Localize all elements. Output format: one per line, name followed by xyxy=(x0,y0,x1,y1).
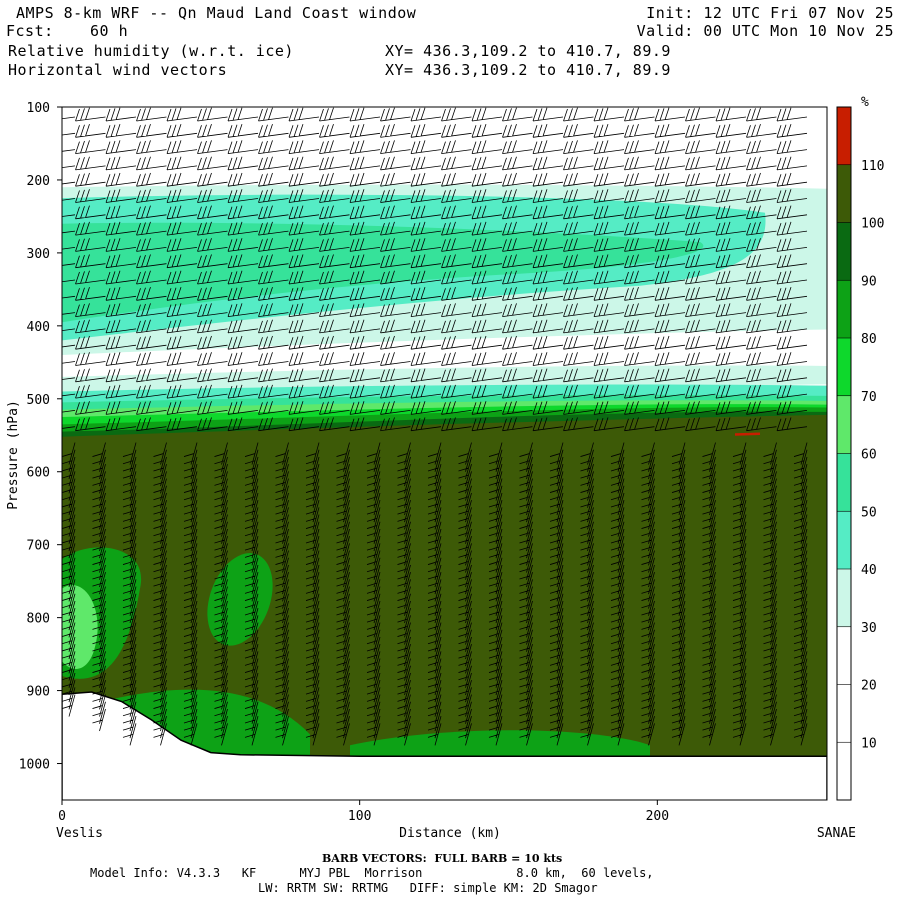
y-axis-label: Pressure (hPa) xyxy=(6,400,21,510)
colorbar-swatch xyxy=(837,684,851,743)
colorbar-swatch xyxy=(837,453,851,512)
model-info: Model Info: V4.3.3 KF MYJ PBL Morrison 8… xyxy=(90,866,654,880)
y-tick-label: 300 xyxy=(27,247,50,262)
x-tick-label: 100 xyxy=(348,809,371,824)
colorbar-swatch xyxy=(837,107,851,165)
y-tick-label: 500 xyxy=(27,393,50,408)
rh-blob-low-5 xyxy=(350,730,650,760)
x-tick-label: 200 xyxy=(646,809,669,824)
header-fcst-label: Fcst: xyxy=(6,22,54,40)
colorbar-tick-label: 60 xyxy=(861,448,877,463)
end-location-label: SANAE xyxy=(817,826,856,841)
colorbar-swatch xyxy=(837,338,851,396)
header-init: Init: 12 UTC Fri 07 Nov 25 xyxy=(646,4,894,22)
start-location-label: Veslis xyxy=(56,826,103,841)
colorbar-tick-label: 70 xyxy=(861,390,877,405)
colorbar-tick-label: 80 xyxy=(861,332,877,347)
colorbar-tick-label: 20 xyxy=(861,679,877,694)
y-tick-label: 700 xyxy=(27,539,50,554)
colorbar-swatch xyxy=(837,569,851,627)
y-tick-label: 1000 xyxy=(19,758,50,773)
colorbar-swatch xyxy=(837,626,851,685)
y-tick-label: 200 xyxy=(27,174,50,189)
physics-info: LW: RRTM SW: RRTMG DIFF: simple KM: 2D S… xyxy=(258,881,598,895)
x-tick-label: 0 xyxy=(58,809,66,824)
colorbar-swatch xyxy=(837,222,851,281)
x-axis-label: Distance (km) xyxy=(399,826,501,841)
colorbar-swatch xyxy=(837,280,851,338)
colorbar-swatch xyxy=(837,511,851,569)
wind-barbs xyxy=(62,107,808,746)
colorbar-unit: % xyxy=(861,95,869,110)
y-tick-label: 100 xyxy=(27,101,50,116)
colorbar-tick-label: 10 xyxy=(861,736,877,751)
colorbar-tick-label: 110 xyxy=(861,159,884,174)
header-title: AMPS 8-km WRF -- Qn Maud Land Coast wind… xyxy=(16,4,417,22)
barb-legend: BARB VECTORS: FULL BARB = 10 kts xyxy=(322,852,563,865)
header-field-wind: Horizontal wind vectors xyxy=(8,61,228,79)
colorbar-swatch xyxy=(837,395,851,454)
y-tick-label: 900 xyxy=(27,685,50,700)
colorbar-tick-label: 100 xyxy=(861,217,884,232)
header-field-rh: Relative humidity (w.r.t. ice) xyxy=(8,42,294,60)
rh-over-110-streak xyxy=(734,432,761,436)
terrain-profile xyxy=(62,691,827,800)
colorbar-tick-label: 50 xyxy=(861,505,877,520)
y-tick-label: 600 xyxy=(27,466,50,481)
header-xy-rh: XY= 436.3,109.2 to 410.7, 89.9 xyxy=(385,42,671,60)
colorbar-swatch xyxy=(837,742,851,800)
colorbar-swatch xyxy=(837,164,851,223)
colorbar-tick-label: 30 xyxy=(861,621,877,636)
y-tick-label: 400 xyxy=(27,320,50,335)
colorbar-tick-label: 90 xyxy=(861,274,877,289)
colorbar-tick-label: 40 xyxy=(861,563,877,578)
header-xy-wind: XY= 436.3,109.2 to 410.7, 89.9 xyxy=(385,61,671,79)
header-fcst-value: 60 h xyxy=(90,22,129,40)
y-tick-label: 800 xyxy=(27,612,50,627)
plot-frame xyxy=(61,106,828,801)
header-valid: Valid: 00 UTC Mon 10 Nov 25 xyxy=(636,22,894,40)
